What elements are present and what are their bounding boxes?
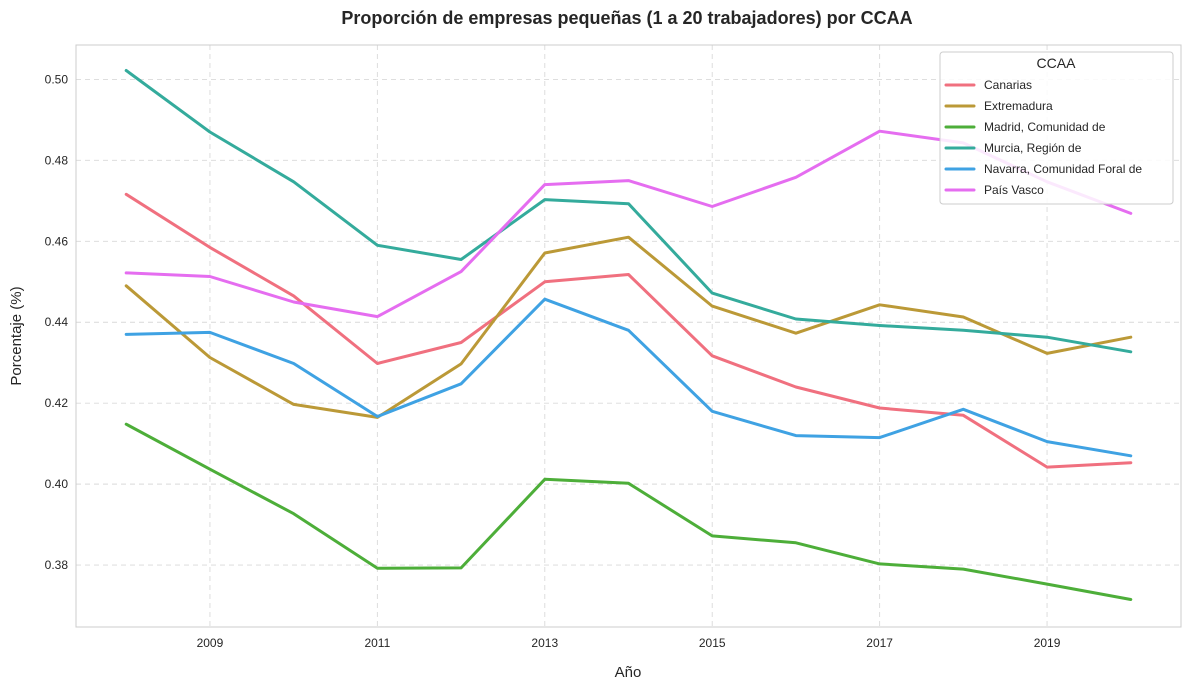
legend-label: País Vasco [984,183,1044,197]
y-tick-label: 0.48 [45,153,69,167]
legend: CCAA Canarias Extremadura Madrid, Comunida… [939,51,1174,205]
series-line [124,422,1133,601]
x-tick-label: 2015 [699,636,726,650]
legend-title: CCAA [1037,55,1077,71]
x-tick-label: 2013 [531,636,558,650]
y-tick-label: 0.50 [45,72,69,86]
y-tick-label: 0.42 [45,396,69,410]
legend-items: Canarias Extremadura Madrid, Comunidad de M… [944,78,1142,197]
x-axis-ticks: 2009 2011 2013 2015 2017 2019 [197,636,1061,650]
legend-box [939,51,1174,205]
chart-title: Proporción de empresas pequeñas (1 a 20 … [341,8,912,28]
legend-label: Navarra, Comunidad Foral de [984,162,1142,176]
series-line [124,69,1133,354]
y-tick-label: 0.38 [45,558,69,572]
y-tick-label: 0.40 [45,477,69,491]
legend-label: Extremadura [984,99,1053,113]
legend-label: Murcia, Región de [984,141,1082,155]
series-line [124,192,1133,469]
grid-layer [76,45,1181,627]
y-tick-label: 0.46 [45,234,69,248]
x-tick-label: 2009 [197,636,224,650]
y-axis-label: Porcentaje (%) [8,286,25,385]
series-line [124,297,1133,458]
legend-label: Madrid, Comunidad de [984,120,1106,134]
series-line [124,235,1133,419]
y-axis-ticks: 0.38 0.40 0.42 0.44 0.46 0.48 0.50 [45,72,69,572]
x-tick-label: 2011 [364,636,390,650]
x-tick-label: 2017 [866,636,893,650]
x-axis-label: Año [615,664,642,681]
legend-label: Canarias [984,78,1032,92]
x-tick-label: 2019 [1034,636,1061,650]
y-tick-label: 0.44 [45,315,69,329]
plot-frame [75,44,1182,628]
